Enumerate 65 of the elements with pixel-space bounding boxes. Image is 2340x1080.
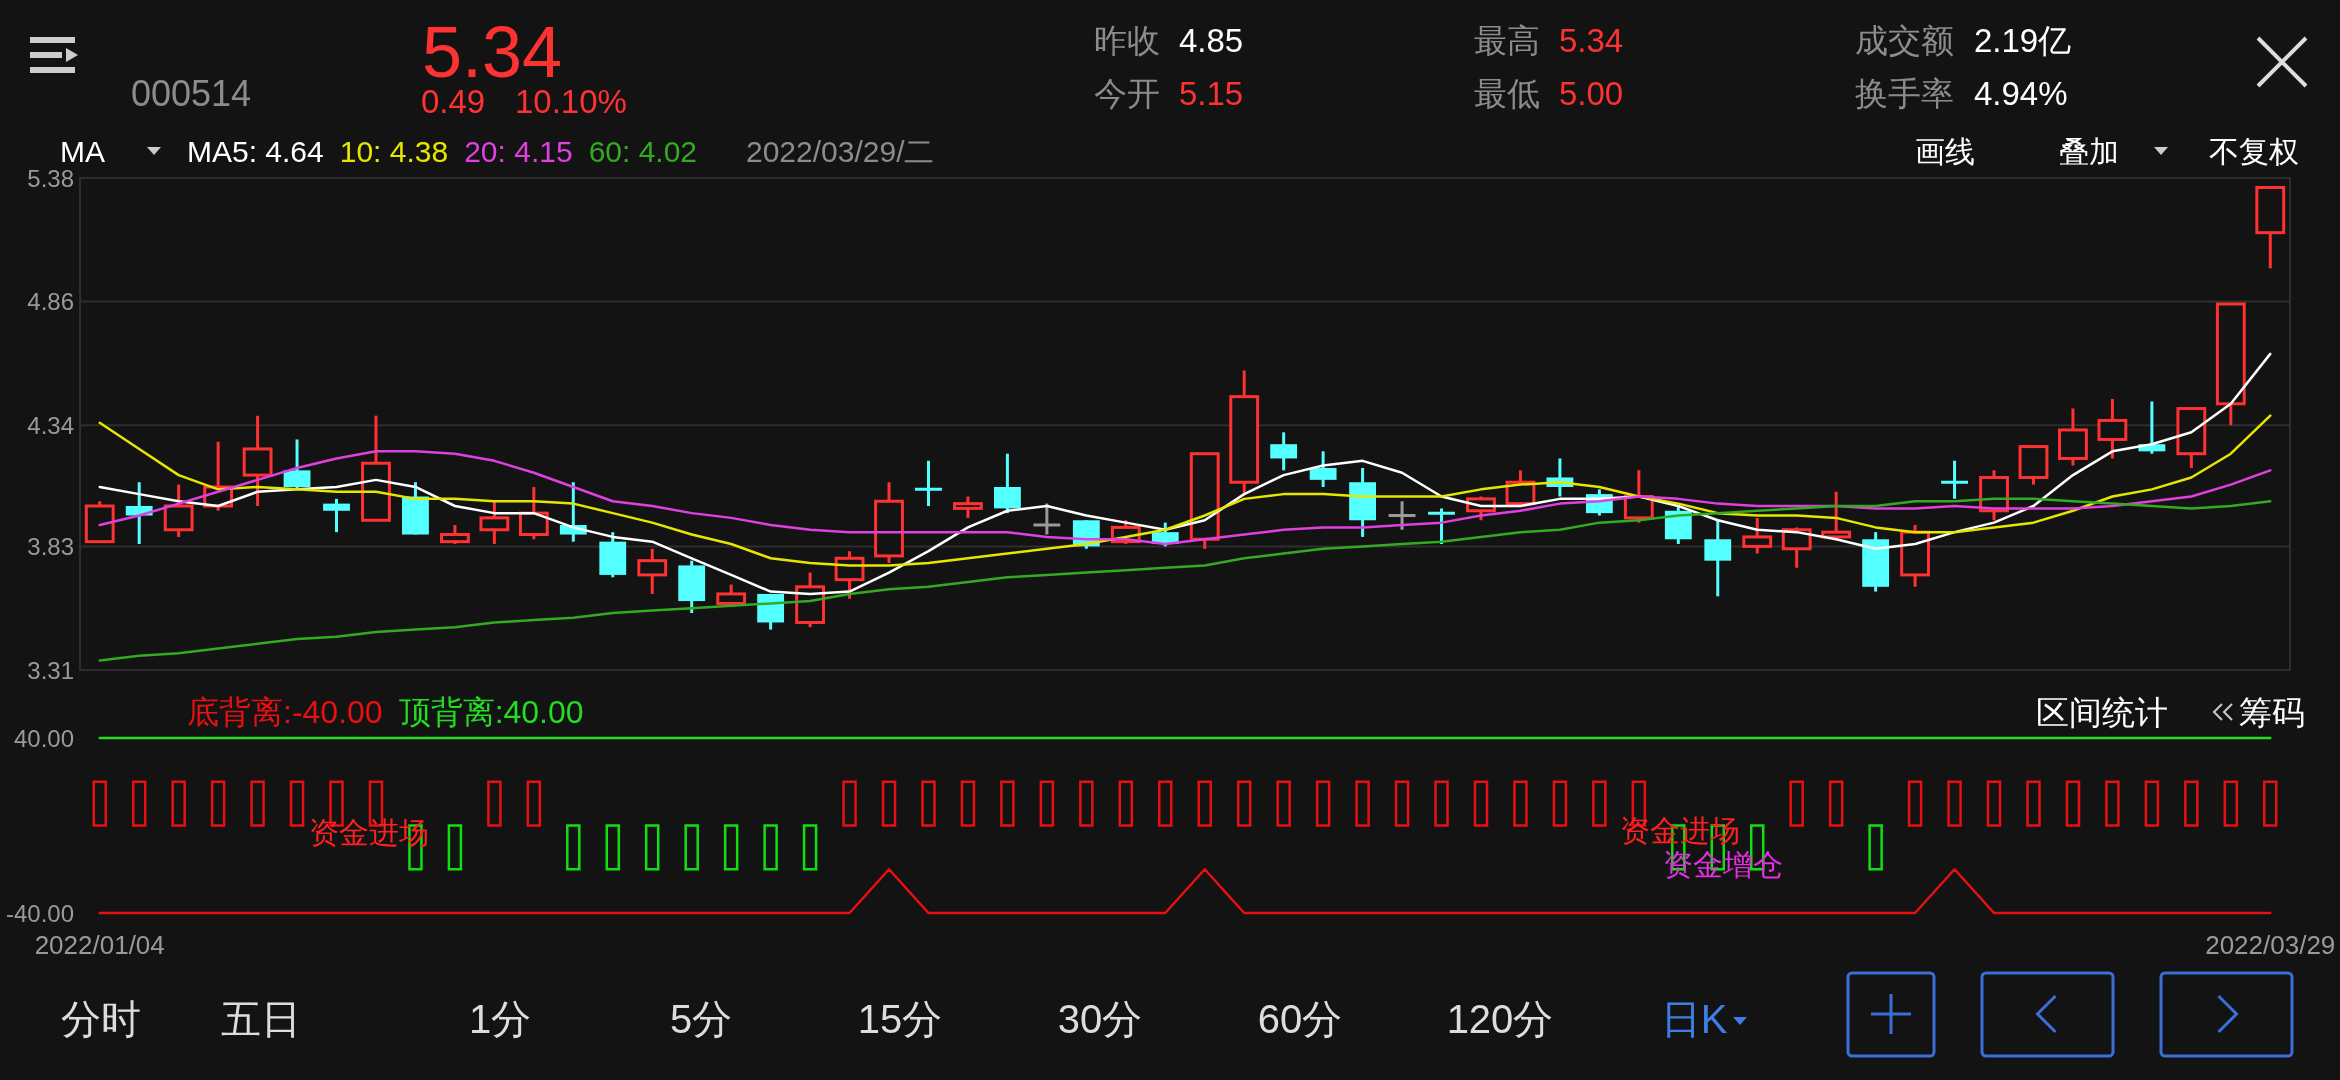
text: 2.19亿 xyxy=(1974,21,2072,59)
candlestick xyxy=(242,415,273,506)
candlestick xyxy=(2255,186,2286,269)
candlestick xyxy=(1900,525,1931,587)
text: 15分 xyxy=(857,997,943,1041)
text: 10.10% xyxy=(515,82,627,120)
text: 最高 xyxy=(1474,21,1540,59)
candlestick xyxy=(163,484,194,537)
text: 昨收 xyxy=(1094,21,1160,59)
y-tick-label: 3.31 xyxy=(27,656,74,684)
x-tick-label: 2022/01/04 xyxy=(34,930,165,960)
text: 筹码 xyxy=(2239,693,2305,731)
text: 画线 xyxy=(1915,134,1975,168)
candlestick xyxy=(479,501,510,545)
text: 4.85 xyxy=(1179,21,1244,59)
candlestick xyxy=(1742,517,1773,554)
line-series xyxy=(98,414,2272,567)
text: 日K xyxy=(1660,997,1728,1041)
text: 5分 xyxy=(669,997,733,1041)
text: 60分 xyxy=(1257,997,1343,1041)
candlestick xyxy=(637,548,668,594)
series-label: 顶背离:40.00 xyxy=(398,694,584,730)
text: 分时 xyxy=(61,997,141,1041)
text: 5.15 xyxy=(1179,74,1244,112)
text: 区间统计 xyxy=(2036,693,2168,731)
text: 10: 4.38 xyxy=(339,134,449,168)
text: 成交额 xyxy=(1855,21,1954,59)
y-tick-label: 4.86 xyxy=(27,288,74,316)
candlestick xyxy=(361,415,391,522)
y-tick-label: 40.00 xyxy=(13,724,74,752)
text: 60: 4.02 xyxy=(588,134,698,168)
text: 最低 xyxy=(1474,74,1540,112)
text: 4.94% xyxy=(1974,74,2068,112)
text: 5.00 xyxy=(1559,74,1624,112)
text: 今开 xyxy=(1094,74,1160,112)
candlestick xyxy=(1229,370,1260,495)
y-tick-label: 3.83 xyxy=(27,532,74,560)
candlestick xyxy=(2176,407,2207,468)
text: 120分 xyxy=(1446,997,1554,1041)
x-tick-label: 2022/03/29 xyxy=(2205,930,2336,960)
text: 30分 xyxy=(1057,997,1143,1041)
text: 000514 xyxy=(131,72,252,114)
candlestick xyxy=(2058,408,2088,466)
text: 底背离:-40.00 xyxy=(187,694,383,730)
text: 5.34 xyxy=(1559,21,1624,59)
text: MA5: 4.64 xyxy=(187,134,324,168)
text: 叠加 xyxy=(2059,134,2119,168)
y-tick-label: 4.34 xyxy=(27,411,74,439)
line-series xyxy=(98,450,2272,546)
text: 1分 xyxy=(468,997,532,1041)
text: 五日 xyxy=(221,997,301,1041)
candlestick xyxy=(1388,501,1416,530)
annotation: 资金增仓 xyxy=(1663,847,1783,881)
text: 换手率 xyxy=(1855,74,1954,112)
candlestick xyxy=(874,482,904,564)
candlestick xyxy=(1033,503,1061,535)
line-series xyxy=(98,352,2272,596)
line-series xyxy=(98,497,2272,662)
text: 不复权 xyxy=(2209,134,2299,168)
candlestick xyxy=(2097,399,2128,459)
y-tick-label: -40.00 xyxy=(5,899,74,927)
text: 20: 4.15 xyxy=(464,134,573,168)
candlestick xyxy=(518,486,549,540)
text: 2022/03/29/二 xyxy=(746,134,935,168)
text: 0.49 xyxy=(421,82,486,120)
